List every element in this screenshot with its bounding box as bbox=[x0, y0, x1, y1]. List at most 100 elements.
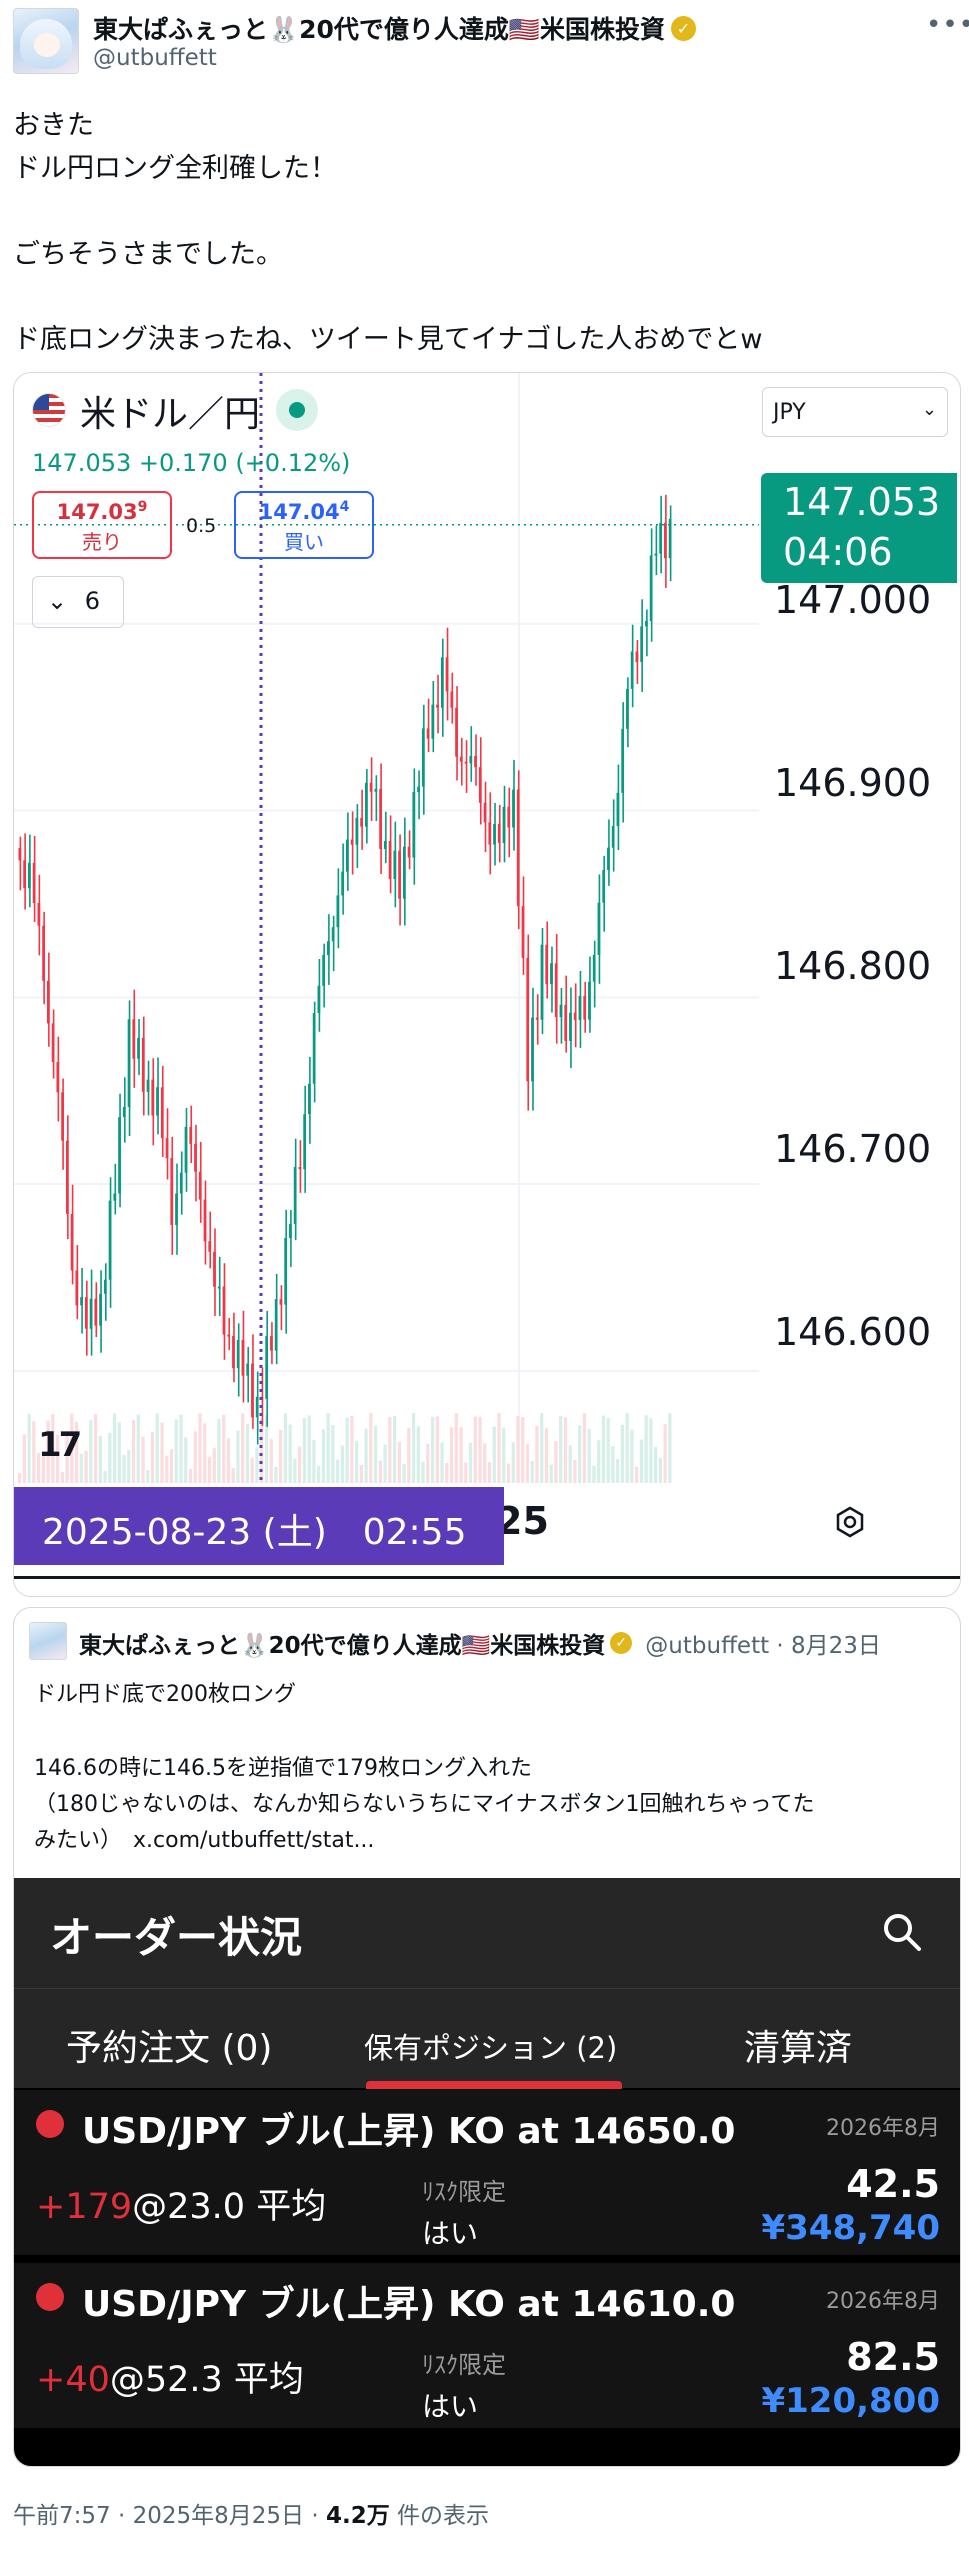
author-name[interactable]: 東大ぱふぇっと🐰20代で億り人達成🇺🇸米国株投資 ✓ bbox=[93, 10, 697, 46]
volume-bar bbox=[630, 1429, 634, 1483]
candle-body bbox=[645, 621, 648, 627]
volume-bar bbox=[449, 1427, 454, 1483]
buy-button[interactable]: 147.044 買い bbox=[234, 491, 374, 559]
volume-bar bbox=[440, 1442, 444, 1483]
candle-body bbox=[80, 1297, 83, 1306]
candle-body bbox=[94, 1298, 98, 1326]
candle-body bbox=[659, 522, 663, 554]
candle-body bbox=[516, 789, 520, 907]
volume-bar bbox=[625, 1413, 629, 1483]
volume-bar bbox=[312, 1440, 316, 1483]
candle-body bbox=[483, 802, 487, 823]
quoted-tweet-card[interactable]: 東大ぱふぇっと🐰20代で億り人達成🇺🇸米国株投資 ✓ @utbuffett · … bbox=[13, 1607, 961, 2467]
volume-bar bbox=[117, 1422, 121, 1483]
y-tick-label: 146.700 bbox=[774, 1127, 932, 1171]
candle-body bbox=[531, 1017, 534, 1082]
volume-bar bbox=[226, 1438, 231, 1483]
candle-body bbox=[179, 1172, 183, 1194]
candle-body bbox=[431, 704, 435, 739]
candle-body bbox=[236, 1339, 240, 1369]
candle-body bbox=[455, 707, 458, 757]
y-tick-label: 146.800 bbox=[774, 944, 932, 988]
volume-bar bbox=[174, 1419, 178, 1483]
candle-body bbox=[327, 941, 330, 956]
y-tick-label: 147.000 bbox=[774, 578, 932, 622]
volume-bar bbox=[212, 1448, 216, 1483]
volume-bar bbox=[245, 1423, 250, 1483]
volume-bar bbox=[46, 1420, 50, 1483]
candle-body bbox=[635, 651, 639, 663]
volume-bar bbox=[559, 1415, 563, 1483]
avatar-face bbox=[34, 33, 60, 57]
candle-body bbox=[308, 1083, 311, 1115]
candle-body bbox=[70, 1213, 74, 1271]
quoted-text-line-1: ドル円ド底で200枚ロング bbox=[34, 1682, 296, 1707]
candle-body bbox=[426, 728, 430, 739]
position-price: 82.5 bbox=[846, 2335, 940, 2379]
candle-body bbox=[621, 728, 625, 793]
volume-bar bbox=[93, 1414, 98, 1483]
more-options-icon[interactable]: ••• bbox=[926, 10, 969, 40]
position-symbol: USD/JPY ブル(上昇) KO at 14610.0 bbox=[82, 2284, 736, 2325]
candle-body bbox=[208, 1241, 212, 1252]
risk-value: はい bbox=[422, 2217, 479, 2250]
risk-label: ﾘｽｸ限定 bbox=[422, 2351, 506, 2379]
candle-body bbox=[559, 1004, 563, 1018]
sell-button[interactable]: 147.039 売り bbox=[32, 491, 172, 559]
candle-body bbox=[227, 1334, 231, 1337]
volume-bar bbox=[264, 1415, 269, 1483]
author-handle[interactable]: @utbuffett bbox=[93, 45, 217, 71]
volume-bar bbox=[326, 1413, 330, 1483]
volume-bar bbox=[568, 1445, 572, 1483]
volume-bar bbox=[55, 1435, 60, 1483]
indicator-count-toggle[interactable]: ⌄ 6 bbox=[32, 576, 124, 628]
candle-body bbox=[388, 840, 392, 879]
volume-bar bbox=[60, 1471, 64, 1483]
candle-body bbox=[592, 954, 596, 982]
order-status-image: オーダー状況 予約注文 (0) 保有ポジション (2) 清算済 USD/JPY … bbox=[14, 1878, 960, 2466]
volume-bar bbox=[27, 1413, 31, 1483]
candle-body bbox=[497, 824, 501, 843]
tweet-text-line-3: ごちそうさまでした。 bbox=[13, 239, 283, 270]
candle-body bbox=[664, 522, 667, 559]
candle-body bbox=[241, 1339, 245, 1376]
volume-bar bbox=[207, 1456, 212, 1483]
x-axis-date-label: 25 bbox=[496, 1499, 549, 1543]
position-symbol: USD/JPY ブル(上昇) KO at 14650.0 bbox=[82, 2111, 736, 2152]
candle-body bbox=[540, 944, 544, 1020]
candle-body bbox=[360, 817, 363, 827]
chevron-down-icon: ⌄ bbox=[921, 399, 937, 420]
candle-body bbox=[298, 1166, 302, 1170]
volume-bar bbox=[582, 1413, 587, 1483]
volume-bar bbox=[364, 1428, 368, 1483]
volume-bar bbox=[430, 1416, 435, 1483]
volume-bar bbox=[203, 1423, 207, 1483]
sell-price: 147.039 bbox=[56, 499, 148, 524]
candle-body bbox=[312, 1013, 316, 1084]
candle-body bbox=[146, 1079, 150, 1092]
candle-body bbox=[469, 756, 473, 764]
currency-select[interactable]: JPY ⌄ bbox=[762, 387, 948, 437]
risk-value: はい bbox=[422, 2390, 479, 2423]
candle-body bbox=[535, 1017, 539, 1020]
author-avatar[interactable] bbox=[13, 8, 79, 74]
candle-body bbox=[274, 1299, 278, 1351]
candle-body bbox=[141, 1037, 145, 1092]
quoted-text-line-4[interactable]: みたい） x.com/utbuffett/stat... bbox=[34, 1828, 375, 1853]
tweet-timestamp[interactable]: 午前7:57 · 2025年8月25日 · bbox=[13, 2503, 326, 2529]
volume-bar bbox=[468, 1442, 473, 1483]
volume-bar bbox=[108, 1432, 112, 1483]
candle-body bbox=[668, 518, 672, 559]
candle-body bbox=[56, 1062, 60, 1093]
volume-bar bbox=[464, 1462, 468, 1483]
gear-icon[interactable] bbox=[833, 1505, 867, 1539]
volume-bar bbox=[98, 1435, 102, 1483]
candle-body bbox=[573, 1012, 577, 1021]
chart-image-card[interactable]: 米ドル／円 JPY ⌄ 147.053 +0.170 (+0.12%) 147.… bbox=[13, 372, 961, 1597]
volume-bar bbox=[302, 1418, 307, 1483]
candle-body bbox=[194, 1143, 197, 1172]
volume-bar bbox=[184, 1437, 188, 1483]
candle-body bbox=[526, 957, 530, 1082]
volume-bar bbox=[274, 1466, 278, 1483]
position-row: USD/JPY ブル(上昇) KO at 14650.0 2026年8月 +17… bbox=[14, 2090, 960, 2255]
